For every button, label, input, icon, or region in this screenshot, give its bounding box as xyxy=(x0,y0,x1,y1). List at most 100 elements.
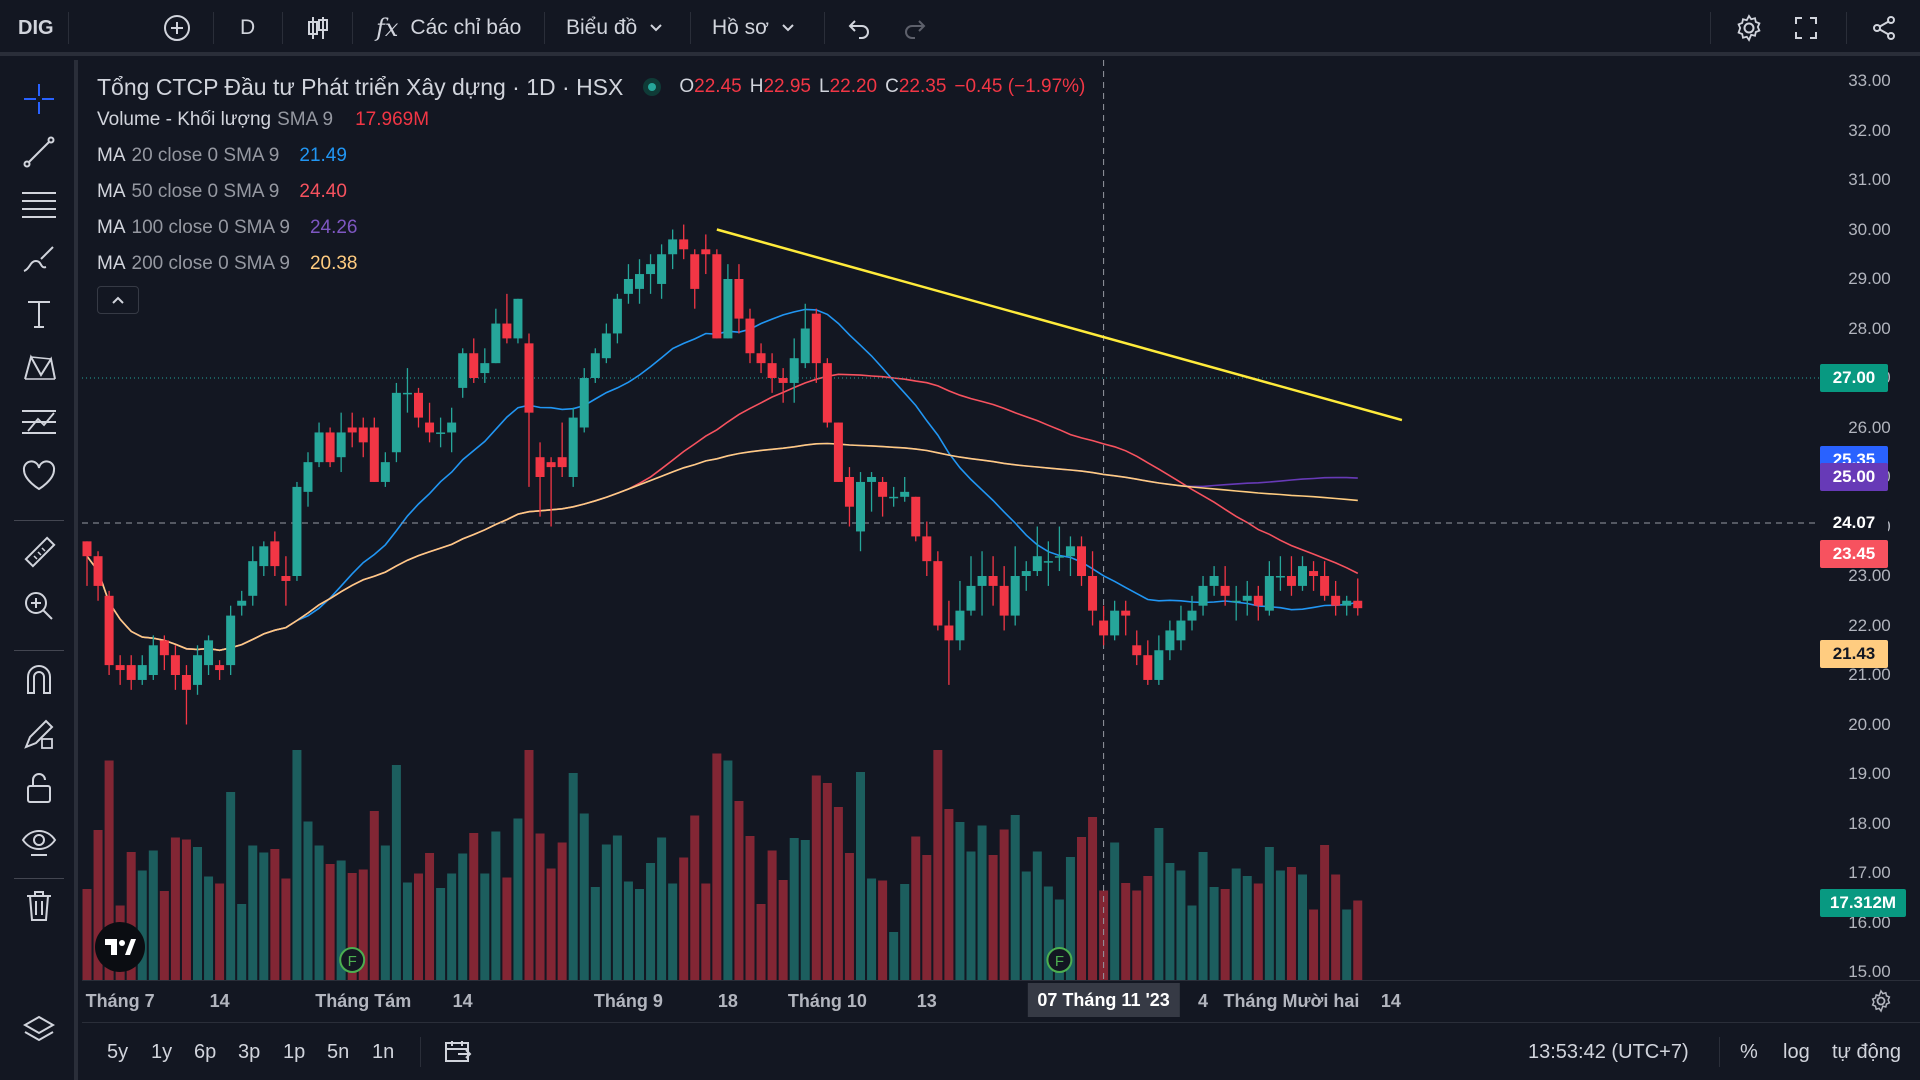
range-5d[interactable]: 5n xyxy=(327,1041,350,1063)
object-tree-button[interactable] xyxy=(19,1010,59,1050)
trendline xyxy=(716,228,1403,422)
time-axis[interactable]: Tháng 7 14 Tháng Tám 14 Tháng 9 18 Tháng 10 13 T… xyxy=(82,980,1920,1022)
percent-toggle[interactable]: % xyxy=(1740,1041,1758,1063)
auto-scale-toggle[interactable]: tự động xyxy=(1832,1041,1901,1063)
volume-bar xyxy=(524,750,534,980)
range-1y[interactable]: 1y xyxy=(151,1041,173,1063)
ohlc-open: 22.45 xyxy=(694,76,742,97)
timezone-clock[interactable]: 13:53:42 (UTC+7) xyxy=(1528,1041,1689,1063)
lock-drawings-tool[interactable] xyxy=(19,714,59,754)
range-1d[interactable]: 1n xyxy=(372,1041,395,1063)
indicators-button[interactable]: 𝑓x Các chỉ báo xyxy=(376,0,521,56)
ma50-legend-row[interactable]: MA 50 close 0 SMA 9 24.40 xyxy=(97,174,1085,210)
candle-body xyxy=(944,625,954,641)
chevron-up-icon xyxy=(111,295,125,305)
ruler-tool[interactable] xyxy=(19,532,59,572)
ohlc-open-label: O xyxy=(679,76,695,97)
crosshair-time-label: 07 Tháng 11 '23 xyxy=(1027,983,1180,1017)
candle-body xyxy=(999,585,1009,616)
chart-type-dropdown[interactable]: Biểu đồ xyxy=(566,0,663,56)
compare-button[interactable] xyxy=(163,0,195,56)
prediction-tool[interactable] xyxy=(19,402,59,442)
fib-tool[interactable] xyxy=(19,186,59,226)
collapse-legend-button[interactable] xyxy=(97,286,139,314)
ma-params: 20 close 0 SMA 9 xyxy=(131,145,280,166)
range-5y[interactable]: 5y xyxy=(107,1041,129,1063)
magnet-tool[interactable] xyxy=(19,660,59,700)
pattern-tool[interactable] xyxy=(19,348,59,388)
hide-drawings-tool[interactable] xyxy=(19,822,59,862)
volume-bar xyxy=(259,852,269,980)
volume-legend-row[interactable]: Volume - Khối lượng SMA 9 17.969M xyxy=(97,102,1085,138)
crosshair-tool[interactable] xyxy=(19,79,59,119)
volume-bar xyxy=(988,855,998,980)
time-tick-label: 14 xyxy=(452,991,473,1011)
divider xyxy=(14,650,64,651)
price-tick-label: 17.00 xyxy=(1848,863,1891,882)
volume-bar xyxy=(447,873,457,980)
candle-body xyxy=(623,279,633,294)
volume-bar xyxy=(148,850,158,980)
volume-bar xyxy=(844,853,854,980)
gear-icon xyxy=(1734,13,1764,43)
goto-date-button[interactable] xyxy=(444,1039,472,1070)
candle-body xyxy=(458,353,468,388)
volume-bar xyxy=(181,839,191,980)
share-button[interactable] xyxy=(1870,0,1898,56)
volume-bar xyxy=(712,753,722,980)
chevron-down-icon xyxy=(781,23,795,33)
text-tool[interactable] xyxy=(19,294,59,334)
interval-button[interactable]: D xyxy=(240,0,255,56)
range-1m[interactable]: 1p xyxy=(283,1041,306,1063)
candle-body xyxy=(767,363,777,378)
divider xyxy=(1846,12,1847,44)
volume-bar xyxy=(1143,876,1153,980)
price-tick-label: 16.00 xyxy=(1848,912,1891,932)
range-3m[interactable]: 3p xyxy=(238,1041,261,1063)
unlock-tool[interactable] xyxy=(19,768,59,808)
volume-bar xyxy=(436,888,446,980)
profile-dropdown[interactable]: Hồ sơ xyxy=(712,0,795,56)
symbol-title: Tổng CTCP Đầu tư Phát triển Xây dựng · 1… xyxy=(97,73,624,100)
eye-icon xyxy=(21,825,57,859)
candle-body xyxy=(159,640,169,656)
candle-body xyxy=(712,254,722,339)
candle-body xyxy=(800,328,810,364)
remove-drawings-tool[interactable] xyxy=(19,886,59,926)
ma200-legend-row[interactable]: MA 200 close 0 SMA 9 20.38 xyxy=(97,246,1085,282)
zoom-tool[interactable] xyxy=(19,586,59,626)
chart-type-label: Biểu đồ xyxy=(566,16,638,39)
tradingview-logo[interactable] xyxy=(95,922,145,972)
price-tick-label: 18.00 xyxy=(1848,813,1891,833)
axis-settings-button[interactable] xyxy=(1869,989,1893,1018)
price-scale[interactable]: 33.00 32.00 31.00 30.00 29.00 28.00 27.00 26.00… xyxy=(1819,60,1920,981)
ma100-legend-row[interactable]: MA 100 close 0 SMA 9 24.26 xyxy=(97,210,1085,246)
volume-bar xyxy=(889,932,899,980)
volume-bar xyxy=(1065,857,1075,980)
bar-style-button[interactable] xyxy=(304,0,332,56)
favorites-tool[interactable] xyxy=(19,456,59,496)
volume-bar xyxy=(701,883,711,980)
candle-body xyxy=(933,561,943,626)
price-tick-label: 15.00 xyxy=(1848,962,1891,981)
log-toggle[interactable]: log xyxy=(1783,1041,1810,1063)
symbol-legend-row[interactable]: Tổng CTCP Đầu tư Phát triển Xây dựng · 1… xyxy=(97,72,1085,102)
trendline-tool[interactable] xyxy=(19,132,59,172)
time-tick-label: 4 xyxy=(1198,991,1209,1011)
range-6m[interactable]: 6p xyxy=(194,1041,217,1063)
volume-bar xyxy=(867,878,877,980)
symbol-search[interactable]: DIG xyxy=(18,0,54,56)
ma20-legend-row[interactable]: MA 20 close 0 SMA 9 21.49 xyxy=(97,138,1085,174)
fullscreen-button[interactable] xyxy=(1792,0,1820,56)
undo-button[interactable] xyxy=(846,0,872,56)
redo-button[interactable] xyxy=(902,0,928,56)
candle-body xyxy=(745,318,755,354)
volume-bar xyxy=(1099,890,1109,980)
pencil-lock-icon xyxy=(22,717,56,751)
divider xyxy=(68,12,69,44)
brush-tool[interactable] xyxy=(19,240,59,280)
volume-bar xyxy=(237,904,247,980)
settings-button[interactable] xyxy=(1734,0,1764,56)
